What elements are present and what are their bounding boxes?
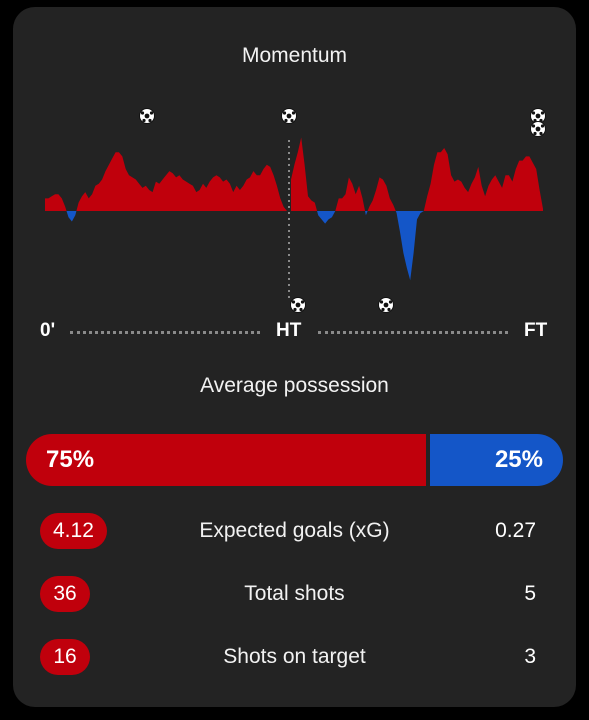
soccer-ball-icon	[281, 108, 297, 124]
stat-row-expected-goals: 4.12 Expected goals (xG) 0.27	[0, 511, 589, 551]
possession-title: Average possession	[200, 374, 389, 397]
momentum-title: Momentum	[241, 44, 348, 67]
home-stat-pill: 4.12	[40, 513, 107, 549]
stat-label: Total shots	[244, 582, 345, 605]
possession-home-value: 75%	[46, 446, 95, 473]
axis-dots-second-half	[318, 331, 508, 334]
away-stat-value: 0.27	[495, 519, 536, 542]
soccer-ball-icon	[290, 297, 306, 313]
possession-away-segment: 25%	[429, 434, 563, 486]
axis-halftime-label: HT	[276, 320, 302, 341]
soccer-ball-icon	[530, 121, 546, 137]
momentum-home-area-second-half	[291, 137, 543, 211]
home-stat-pill: 16	[40, 639, 90, 675]
home-stat-pill: 36	[40, 576, 90, 612]
axis-start-label: 0'	[40, 320, 56, 341]
axis-end-label: FT	[524, 320, 548, 341]
away-stat-value: 3	[524, 645, 536, 668]
possession-home-segment: 75%	[26, 434, 426, 486]
soccer-ball-icon	[378, 297, 394, 313]
possession-bar: 75% 25%	[26, 434, 563, 486]
stat-label: Expected goals (xG)	[199, 519, 390, 542]
stat-label: Shots on target	[223, 645, 366, 668]
axis-dots-first-half	[70, 331, 260, 334]
stat-row-total-shots: 36 Total shots 5	[0, 574, 589, 614]
match-stats-card	[13, 7, 576, 707]
momentum-away-area-first-half	[45, 211, 287, 222]
momentum-home-area-first-half	[45, 152, 287, 211]
away-stat-value: 5	[524, 582, 536, 605]
soccer-ball-icon	[139, 108, 155, 124]
stat-row-shots-on-target: 16 Shots on target 3	[0, 637, 589, 677]
momentum-chart	[45, 108, 546, 313]
possession-away-value: 25%	[494, 446, 543, 473]
soccer-ball-icon	[530, 108, 546, 124]
